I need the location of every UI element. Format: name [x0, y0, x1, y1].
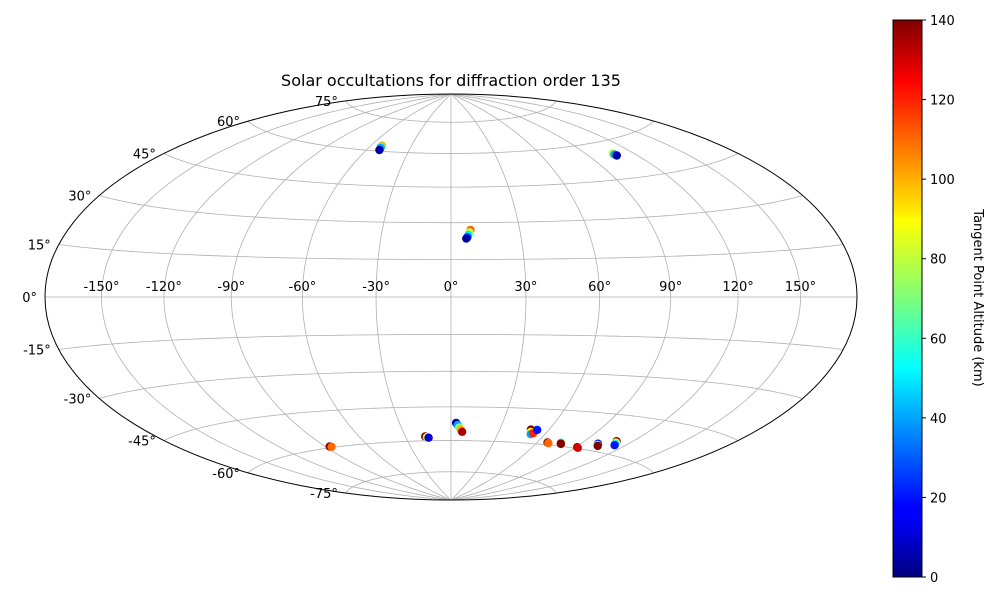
longitude-gridline: [450, 94, 801, 500]
latitude-tick-label: 0°: [22, 291, 37, 306]
colorbar-tick-label: 60: [930, 332, 947, 347]
colorbar-ticks: 0 20 40 60 80 100 120 140: [922, 14, 955, 586]
longitude-tick-label: -120°: [146, 280, 182, 295]
latitude-tick-label: -30°: [64, 393, 92, 408]
graticule: [45, 94, 857, 500]
data-point: [573, 443, 582, 452]
longitude-gridline: [163, 94, 452, 500]
longitude-tick-label: -30°: [362, 280, 390, 295]
longitude-gridline: [301, 94, 452, 500]
longitude-tick-label: 0°: [444, 280, 459, 295]
longitude-tick-label: 60°: [588, 280, 611, 295]
latitude-tick-label: -15°: [23, 344, 51, 359]
latitude-tick-label: 75°: [315, 95, 338, 110]
longitude-tick-label: 120°: [722, 280, 753, 295]
longitude-gridline: [101, 94, 452, 500]
data-point: [327, 442, 336, 451]
colorbar-gradient: [892, 19, 923, 578]
colorbar-tick-label: 140: [930, 14, 955, 29]
colorbar-label: Tangent Point Altitude (km): [970, 208, 985, 386]
colorbar-tick-label: 120: [930, 94, 955, 109]
colorbar-tick-label: 20: [930, 491, 947, 506]
chart-title: Solar occultations for diffraction order…: [281, 71, 621, 90]
map-plot: -150° -120° -90° -60° -30° 0° 30° 60° 90° 120° 150…: [22, 93, 858, 502]
longitude-gridline: [450, 94, 739, 500]
longitude-tick-label: -90°: [217, 280, 245, 295]
latitude-tick-label: -75°: [310, 487, 338, 502]
longitude-tick-labels: -150° -120° -90° -60° -30° 0° 30° 60° 90° 120° 150…: [83, 280, 816, 295]
data-point: [424, 433, 433, 442]
colorbar-tick-label: 80: [930, 253, 947, 268]
longitude-gridline: [375, 94, 452, 500]
latitude-tick-label: -45°: [128, 435, 156, 450]
colorbar-tick-label: 0: [930, 571, 938, 586]
latitude-tick-label: 30°: [68, 190, 91, 205]
colorbar: 0 20 40 60 80 100 120 140 Tangent Point Altitud…: [892, 14, 985, 586]
longitude-tick-label: -60°: [289, 280, 317, 295]
latitude-tick-label: 45°: [133, 148, 156, 163]
longitude-gridline: [450, 94, 601, 500]
data-points: [325, 141, 621, 452]
data-point: [375, 145, 384, 155]
data-point: [610, 441, 619, 450]
data-point: [544, 438, 553, 448]
latitude-tick-label: -60°: [212, 467, 240, 482]
longitude-tick-label: 30°: [514, 280, 537, 295]
map-boundary: [44, 93, 858, 501]
longitude-tick-label: 150°: [785, 280, 816, 295]
latitude-tick-labels: -75° -60° -45° -30° -15° 0° 15° 30° 45° 60° 75°: [22, 95, 338, 502]
longitude-tick-label: 90°: [659, 280, 682, 295]
data-point: [462, 234, 471, 243]
longitude-gridline: [450, 94, 527, 500]
latitude-tick-label: 15°: [28, 239, 51, 254]
latitude-tick-label: 60°: [217, 115, 240, 130]
longitude-tick-label: -150°: [83, 280, 119, 295]
colorbar-tick-label: 100: [930, 173, 955, 188]
colorbar-tick-label: 40: [930, 412, 947, 427]
data-point: [457, 427, 467, 436]
data-point: [612, 151, 621, 160]
data-point: [593, 441, 602, 451]
data-point: [556, 439, 566, 449]
data-point: [533, 425, 542, 435]
